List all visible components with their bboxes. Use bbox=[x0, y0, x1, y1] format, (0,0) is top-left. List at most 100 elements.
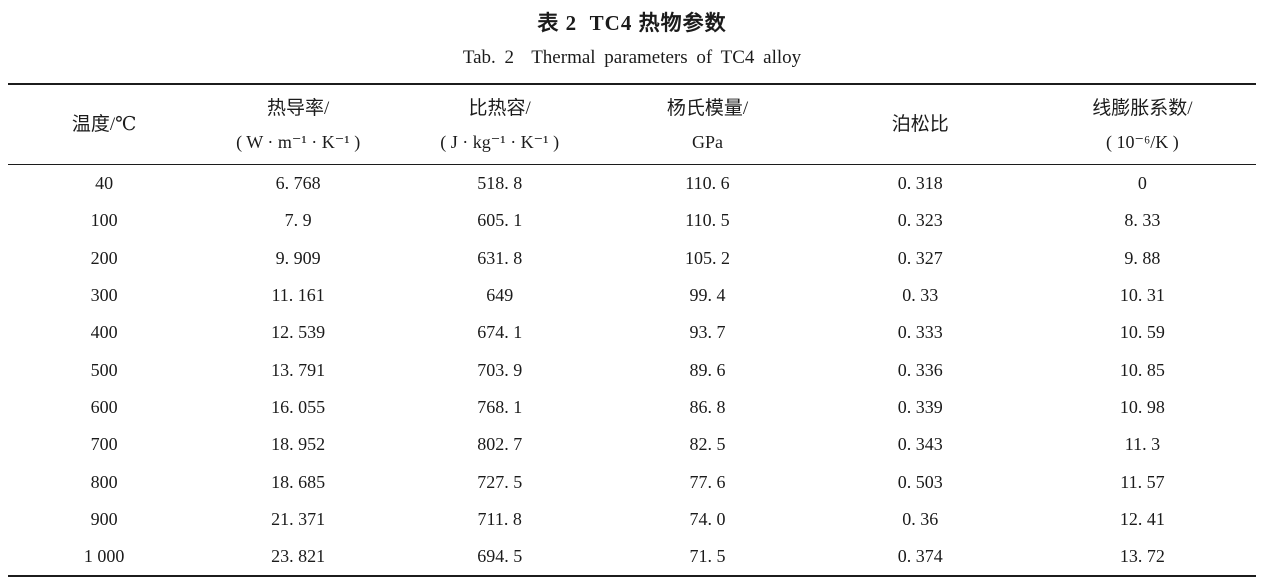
cell-linear-expansion: 10. 98 bbox=[1119, 396, 1165, 417]
cell-linear-expansion: 10. 31 bbox=[1119, 285, 1165, 306]
header-cell-specific-heat: 比热容/ ( J · kg⁻¹ · K⁻¹ ) bbox=[396, 84, 604, 165]
table-row: 800 18. 685 727. 5 77. 6 0. 503 11. 57 bbox=[8, 463, 1256, 500]
header-title-specific-heat: 比热容/ bbox=[468, 97, 531, 119]
cell-youngs-modulus: 82. 5 bbox=[689, 434, 726, 455]
cell-thermal-conductivity: 11. 161 bbox=[271, 285, 325, 306]
cell-temperature: 200 bbox=[90, 247, 118, 268]
cell-youngs-modulus: 77. 6 bbox=[689, 471, 726, 492]
cell-linear-expansion: 13. 72 bbox=[1119, 546, 1165, 567]
cell-temperature: 40 bbox=[95, 173, 114, 194]
header-title-poissons-ratio: 泊松比 bbox=[891, 113, 949, 135]
cell-poissons-ratio: 0. 374 bbox=[897, 546, 943, 567]
cell-linear-expansion: 0 bbox=[1137, 173, 1147, 194]
cell-specific-heat: 802. 7 bbox=[477, 434, 523, 455]
cell-thermal-conductivity: 6. 768 bbox=[275, 173, 321, 194]
cell-specific-heat: 518. 8 bbox=[477, 173, 523, 194]
cell-youngs-modulus: 110. 5 bbox=[685, 210, 730, 231]
cell-specific-heat: 703. 9 bbox=[477, 359, 523, 380]
cell-thermal-conductivity: 13. 791 bbox=[271, 359, 326, 380]
cell-poissons-ratio: 0. 339 bbox=[897, 396, 943, 417]
header-title-linear-expansion: 线膨胀系数/ bbox=[1092, 97, 1193, 119]
table-row: 900 21. 371 711. 8 74. 0 0. 36 12. 41 bbox=[8, 501, 1256, 538]
cell-linear-expansion: 10. 85 bbox=[1119, 359, 1165, 380]
header-unit-thermal-conductivity: ( W · m⁻¹ · K⁻¹ ) bbox=[236, 131, 361, 152]
cell-linear-expansion: 11. 57 bbox=[1120, 471, 1165, 492]
cell-youngs-modulus: 74. 0 bbox=[689, 508, 726, 529]
cell-linear-expansion: 8. 33 bbox=[1124, 210, 1161, 231]
header-unit-specific-heat: ( J · kg⁻¹ · K⁻¹ ) bbox=[440, 131, 560, 152]
table-row: 1 000 23. 821 694. 5 71. 5 0. 374 13. 72 bbox=[8, 538, 1256, 576]
header-cell-poissons-ratio: 泊松比 bbox=[811, 84, 1029, 165]
cell-temperature: 500 bbox=[90, 359, 118, 380]
header-cell-youngs-modulus: 杨氏模量/ GPa bbox=[603, 84, 812, 165]
cell-specific-heat: 768. 1 bbox=[477, 396, 523, 417]
cell-thermal-conductivity: 23. 821 bbox=[271, 546, 326, 567]
table-caption-zh: 表 2 TC4 热物参数 bbox=[537, 11, 727, 35]
header-cell-thermal-conductivity: 热导率/ ( W · m⁻¹ · K⁻¹ ) bbox=[200, 84, 397, 165]
header-title-thermal-conductivity: 热导率/ bbox=[267, 97, 330, 119]
cell-thermal-conductivity: 9. 909 bbox=[275, 247, 321, 268]
cell-temperature: 1 000 bbox=[83, 546, 125, 567]
cell-temperature: 700 bbox=[90, 434, 118, 455]
header-row: 温度/℃ 热导率/ ( W · m⁻¹ · K⁻¹ ) 比热容/ ( J · k… bbox=[8, 84, 1256, 165]
cell-temperature: 900 bbox=[90, 508, 118, 529]
cell-thermal-conductivity: 7. 9 bbox=[284, 210, 312, 231]
cell-poissons-ratio: 0. 333 bbox=[897, 322, 943, 343]
cell-thermal-conductivity: 16. 055 bbox=[271, 396, 326, 417]
cell-specific-heat: 649 bbox=[486, 285, 514, 306]
table-row: 40 6. 768 518. 8 110. 6 0. 318 0 bbox=[8, 165, 1256, 203]
cell-thermal-conductivity: 12. 539 bbox=[271, 322, 326, 343]
header-unit-youngs-modulus: GPa bbox=[691, 131, 723, 152]
header-cell-temperature: 温度/℃ bbox=[8, 84, 201, 165]
cell-specific-heat: 711. 8 bbox=[477, 508, 522, 529]
cell-youngs-modulus: 99. 4 bbox=[689, 285, 726, 306]
table-row: 700 18. 952 802. 7 82. 5 0. 343 11. 3 bbox=[8, 426, 1256, 463]
cell-poissons-ratio: 0. 318 bbox=[897, 173, 943, 194]
table-body: 40 6. 768 518. 8 110. 6 0. 318 0 100 7. … bbox=[8, 165, 1256, 577]
cell-linear-expansion: 9. 88 bbox=[1124, 247, 1161, 268]
table-header: 温度/℃ 热导率/ ( W · m⁻¹ · K⁻¹ ) 比热容/ ( J · k… bbox=[8, 84, 1256, 165]
cell-youngs-modulus: 105. 2 bbox=[684, 247, 730, 268]
cell-poissons-ratio: 0. 323 bbox=[897, 210, 943, 231]
cell-specific-heat: 727. 5 bbox=[477, 471, 523, 492]
cell-thermal-conductivity: 21. 371 bbox=[271, 508, 326, 529]
cell-linear-expansion: 11. 3 bbox=[1124, 434, 1161, 455]
header-title-youngs-modulus: 杨氏模量/ bbox=[666, 97, 749, 119]
cell-poissons-ratio: 0. 327 bbox=[897, 247, 943, 268]
cell-temperature: 800 bbox=[90, 471, 118, 492]
cell-linear-expansion: 10. 59 bbox=[1119, 322, 1165, 343]
header-title-temperature: 温度/℃ bbox=[71, 113, 137, 135]
cell-temperature: 400 bbox=[90, 322, 118, 343]
thermal-parameters-table: 温度/℃ 热导率/ ( W · m⁻¹ · K⁻¹ ) 比热容/ ( J · k… bbox=[8, 83, 1256, 578]
cell-specific-heat: 694. 5 bbox=[477, 546, 523, 567]
table-caption-en: Tab. 2 Thermal parameters of TC4 alloy bbox=[462, 47, 802, 68]
cell-temperature: 100 bbox=[90, 210, 118, 231]
table-row: 200 9. 909 631. 8 105. 2 0. 327 9. 88 bbox=[8, 240, 1256, 277]
cell-poissons-ratio: 0. 503 bbox=[897, 471, 943, 492]
cell-thermal-conductivity: 18. 685 bbox=[271, 471, 326, 492]
cell-poissons-ratio: 0. 336 bbox=[897, 359, 943, 380]
cell-youngs-modulus: 110. 6 bbox=[685, 173, 730, 194]
cell-poissons-ratio: 0. 36 bbox=[902, 508, 939, 529]
table-row: 300 11. 161 649 99. 4 0. 33 10. 31 bbox=[8, 277, 1256, 314]
cell-specific-heat: 605. 1 bbox=[477, 210, 523, 231]
cell-youngs-modulus: 71. 5 bbox=[689, 546, 726, 567]
cell-poissons-ratio: 0. 343 bbox=[897, 434, 943, 455]
header-unit-linear-expansion: ( 10⁻⁶/K ) bbox=[1106, 131, 1179, 152]
cell-poissons-ratio: 0. 33 bbox=[902, 285, 939, 306]
cell-linear-expansion: 12. 41 bbox=[1119, 508, 1165, 529]
cell-temperature: 300 bbox=[90, 285, 118, 306]
table-row: 400 12. 539 674. 1 93. 7 0. 333 10. 59 bbox=[8, 314, 1256, 351]
table-row: 600 16. 055 768. 1 86. 8 0. 339 10. 98 bbox=[8, 389, 1256, 426]
cell-temperature: 600 bbox=[90, 396, 118, 417]
cell-specific-heat: 631. 8 bbox=[477, 247, 523, 268]
table-row: 100 7. 9 605. 1 110. 5 0. 323 8. 33 bbox=[8, 202, 1256, 239]
cell-youngs-modulus: 89. 6 bbox=[689, 359, 726, 380]
cell-specific-heat: 674. 1 bbox=[477, 322, 523, 343]
cell-thermal-conductivity: 18. 952 bbox=[271, 434, 326, 455]
header-cell-linear-expansion: 线膨胀系数/ ( 10⁻⁶/K ) bbox=[1028, 84, 1256, 165]
cell-youngs-modulus: 86. 8 bbox=[689, 396, 726, 417]
cell-youngs-modulus: 93. 7 bbox=[689, 322, 726, 343]
